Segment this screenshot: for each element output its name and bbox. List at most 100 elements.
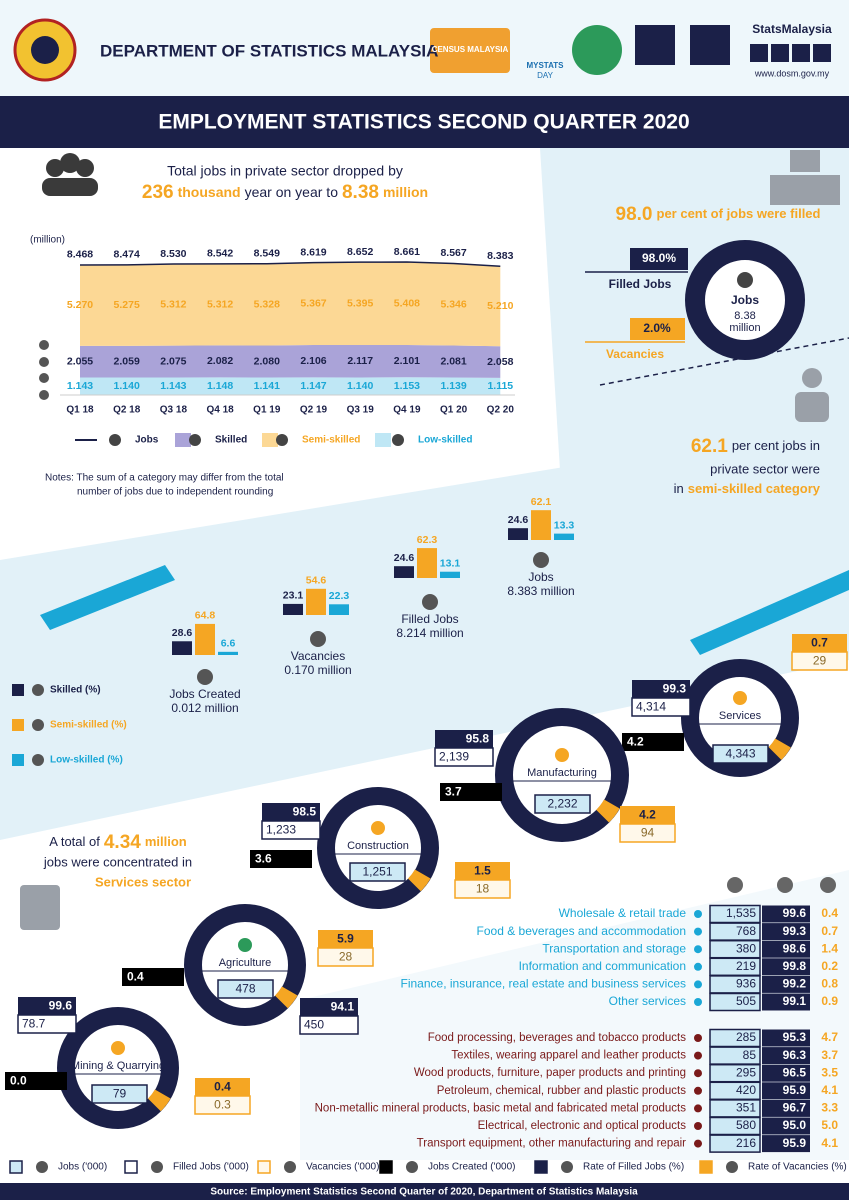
legend-icon	[284, 1161, 296, 1173]
row-icon	[694, 927, 702, 936]
box	[262, 803, 320, 821]
divider	[599, 337, 849, 386]
headline: Total jobs in private sector dropped by	[167, 163, 403, 179]
text-part: 62.1	[691, 436, 728, 457]
row-vacancy: 5.0	[821, 1118, 838, 1132]
skill-bar	[306, 588, 326, 615]
sector-filled-rate: 98.5	[293, 805, 317, 819]
data-label: 2.058	[487, 356, 513, 368]
icon	[310, 631, 326, 647]
label: 2.0%	[643, 321, 671, 335]
services-note: Services sector	[95, 874, 191, 889]
row-vacancy: 4.7	[821, 1030, 838, 1044]
sector-filled: 1,233	[266, 823, 296, 837]
row-icon	[694, 945, 702, 954]
data-label: 5.270	[67, 299, 93, 311]
sector-ring	[681, 659, 799, 777]
row-vacancy: 3.7	[821, 1048, 838, 1062]
social-icon[interactable]	[813, 44, 831, 62]
bar-label: 62.3	[417, 534, 438, 546]
box	[762, 1135, 810, 1153]
row-rate: 99.2	[783, 977, 807, 991]
url: www.dosm.gov.my	[754, 68, 830, 78]
sector-vacancies: 94	[641, 826, 655, 840]
sector-filled-rate: 94.1	[331, 1000, 355, 1014]
x-tick-label: Q4 18	[206, 405, 234, 416]
legend-icon	[561, 1161, 573, 1173]
social-icon[interactable]	[792, 44, 810, 62]
jobs-line	[79, 261, 501, 268]
row-icon	[694, 1104, 702, 1113]
row-name: Non-metallic mineral products, basic met…	[315, 1102, 687, 1114]
ring	[685, 240, 805, 360]
data-label: 2.101	[394, 355, 420, 367]
box	[217, 979, 274, 999]
box	[792, 634, 847, 652]
row-vacancy: 1.4	[821, 941, 838, 955]
row-icon	[694, 962, 702, 971]
box	[440, 783, 502, 801]
sector-filled-rate: 95.8	[466, 732, 490, 746]
data-label: 5.367	[300, 298, 326, 310]
skill-bar	[218, 651, 238, 655]
logo	[31, 36, 59, 64]
column-icon	[777, 877, 793, 893]
bar-label: 13.1	[440, 557, 461, 569]
row-jobs: 85	[743, 1048, 757, 1062]
data-label: 5.312	[207, 298, 233, 310]
skill-bar	[508, 528, 528, 540]
data-label: 8.468	[67, 249, 93, 261]
box	[195, 1078, 250, 1096]
group-value: 8.383 million	[507, 584, 574, 598]
row-name: Food processing, beverages and tobacco p…	[428, 1032, 687, 1044]
legend-label: Skilled (%)	[50, 685, 101, 696]
social-icon[interactable]	[750, 44, 768, 62]
box	[318, 930, 373, 948]
data-label: 5.328	[254, 298, 280, 310]
text-part: year on year to	[245, 184, 339, 200]
group-name: Jobs	[528, 570, 553, 584]
row-name: Transport equipment, other manufacturing…	[417, 1138, 687, 1150]
social-icon[interactable]	[771, 44, 789, 62]
person-icon	[32, 754, 44, 766]
data-label: 1.140	[114, 380, 140, 392]
sector-name: Construction	[347, 840, 409, 852]
office-icon	[770, 150, 840, 205]
legend-label: Jobs	[135, 435, 159, 446]
x-tick-label: Q2 19	[300, 405, 328, 416]
column-icon	[727, 877, 743, 893]
y-axis-label: (million)	[30, 235, 65, 246]
sector-name: Agriculture	[219, 957, 272, 969]
vacancy-arc	[147, 1089, 171, 1112]
data-label: 1.153	[394, 380, 420, 392]
row-vacancy: 3.5	[821, 1065, 838, 1079]
bar-label: 62.1	[531, 496, 552, 508]
box	[620, 806, 675, 824]
legend-swatch	[12, 684, 24, 696]
person-icon	[392, 434, 404, 446]
legend-label: Jobs ('000)	[58, 1162, 107, 1173]
label: Jobs	[731, 293, 759, 307]
group-name: Jobs Created	[169, 687, 240, 701]
skill-bar	[195, 623, 215, 655]
blade	[690, 570, 849, 655]
worker-icon	[795, 368, 829, 422]
data-label: 5.312	[160, 299, 186, 311]
data-label: 2.080	[254, 355, 280, 367]
semi-note: private sector were	[710, 461, 820, 476]
label: MYSTATS	[526, 61, 564, 70]
icon	[533, 552, 549, 568]
census-logo	[430, 28, 510, 73]
label: CENSUS MALAYSIA	[432, 45, 509, 54]
sector-icon	[111, 1041, 125, 1055]
bar-label: 24.6	[394, 552, 415, 564]
sector-vacancy-rate: 1.5	[474, 864, 491, 878]
legend-swatch	[124, 1160, 138, 1174]
row-rate: 99.1	[783, 994, 807, 1008]
box	[791, 651, 848, 671]
source: Source: Employment Statistics Second Qua…	[210, 1187, 638, 1198]
sector-jobs: 2,232	[547, 797, 577, 811]
x-tick-label: Q3 18	[160, 405, 188, 416]
row-rate: 99.6	[783, 906, 807, 920]
area	[80, 377, 501, 395]
